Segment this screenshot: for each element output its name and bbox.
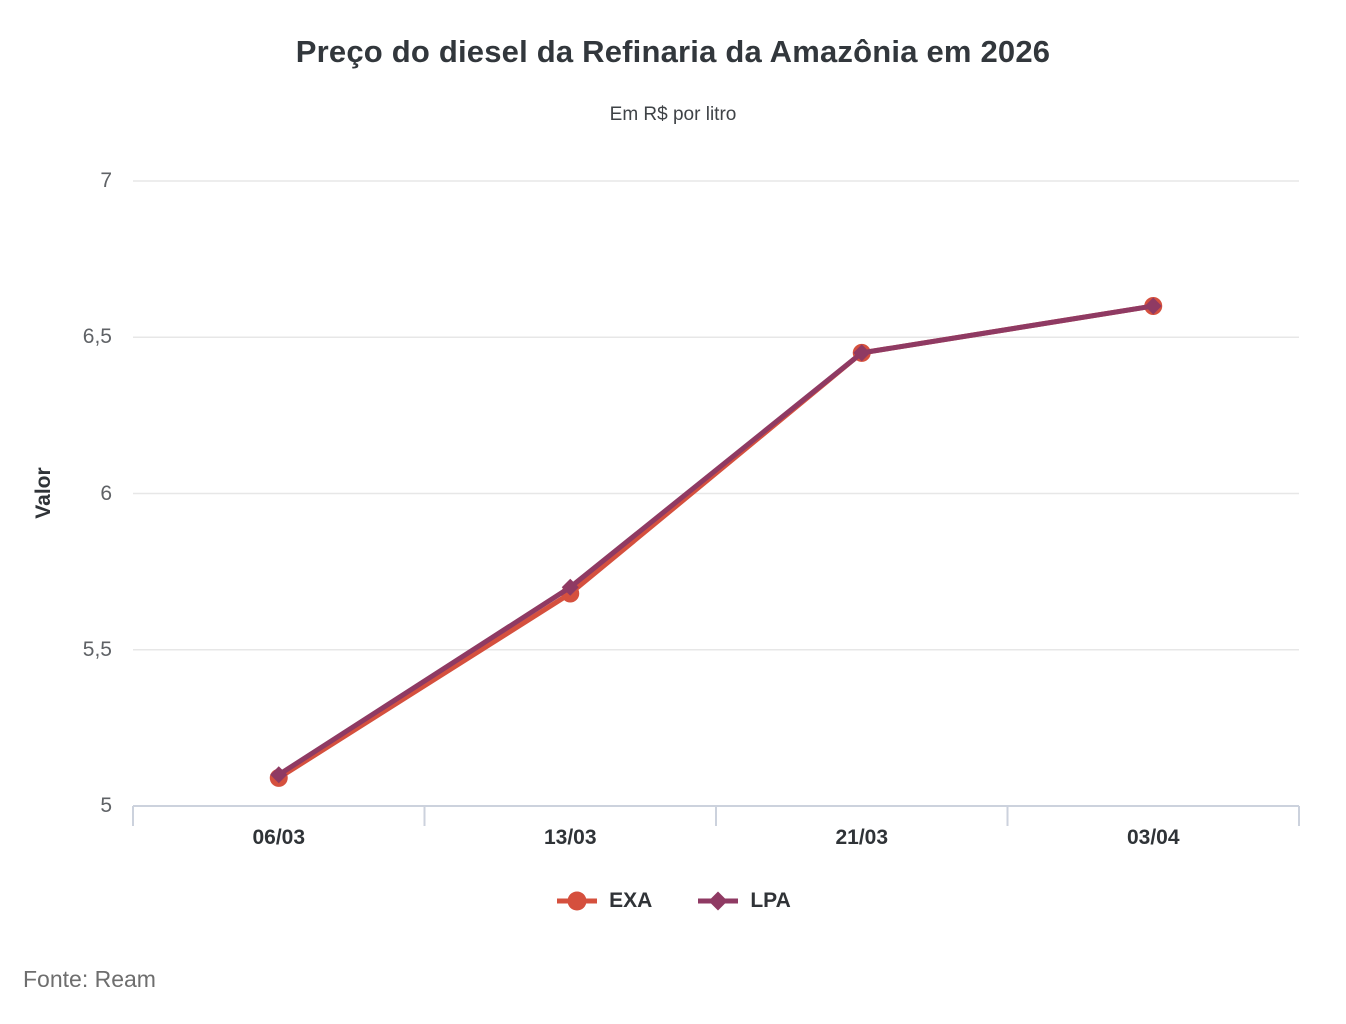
x-tick-label: 13/03 <box>543 826 597 849</box>
legend-label: LPA <box>750 889 791 912</box>
legend-item-exa[interactable]: EXA <box>555 889 652 913</box>
y-tick-label: 5 <box>100 794 112 817</box>
x-tick-label: 21/03 <box>835 826 889 849</box>
series-line-lpa <box>276 303 1156 778</box>
y-tick-label: 6,5 <box>82 325 112 349</box>
data-point-lpa <box>1144 297 1162 315</box>
legend-circle-marker-icon <box>557 891 598 911</box>
source-note: Fonte: Ream <box>23 966 156 992</box>
legend-diamond-marker-icon <box>698 891 739 911</box>
chart-subtitle: Em R$ por litro <box>609 104 737 125</box>
legend: EXA LPA <box>0 889 1346 913</box>
data-point-lpa <box>270 766 288 784</box>
series-line-exa <box>276 303 1156 781</box>
data-point-lpa <box>853 344 871 362</box>
chart-title: Preço do diesel da Refinaria da Amazônia… <box>295 34 1051 69</box>
y-tick-label: 6 <box>100 481 112 505</box>
y-tick-label: 7 <box>100 169 112 192</box>
data-point-lpa <box>561 578 579 596</box>
legend-item-lpa[interactable]: LPA <box>696 889 791 913</box>
x-tick-label: 06/03 <box>252 826 306 849</box>
y-tick-label: 5,5 <box>82 637 112 661</box>
legend-label: EXA <box>609 889 653 912</box>
x-tick-label: 03/04 <box>1126 826 1180 849</box>
